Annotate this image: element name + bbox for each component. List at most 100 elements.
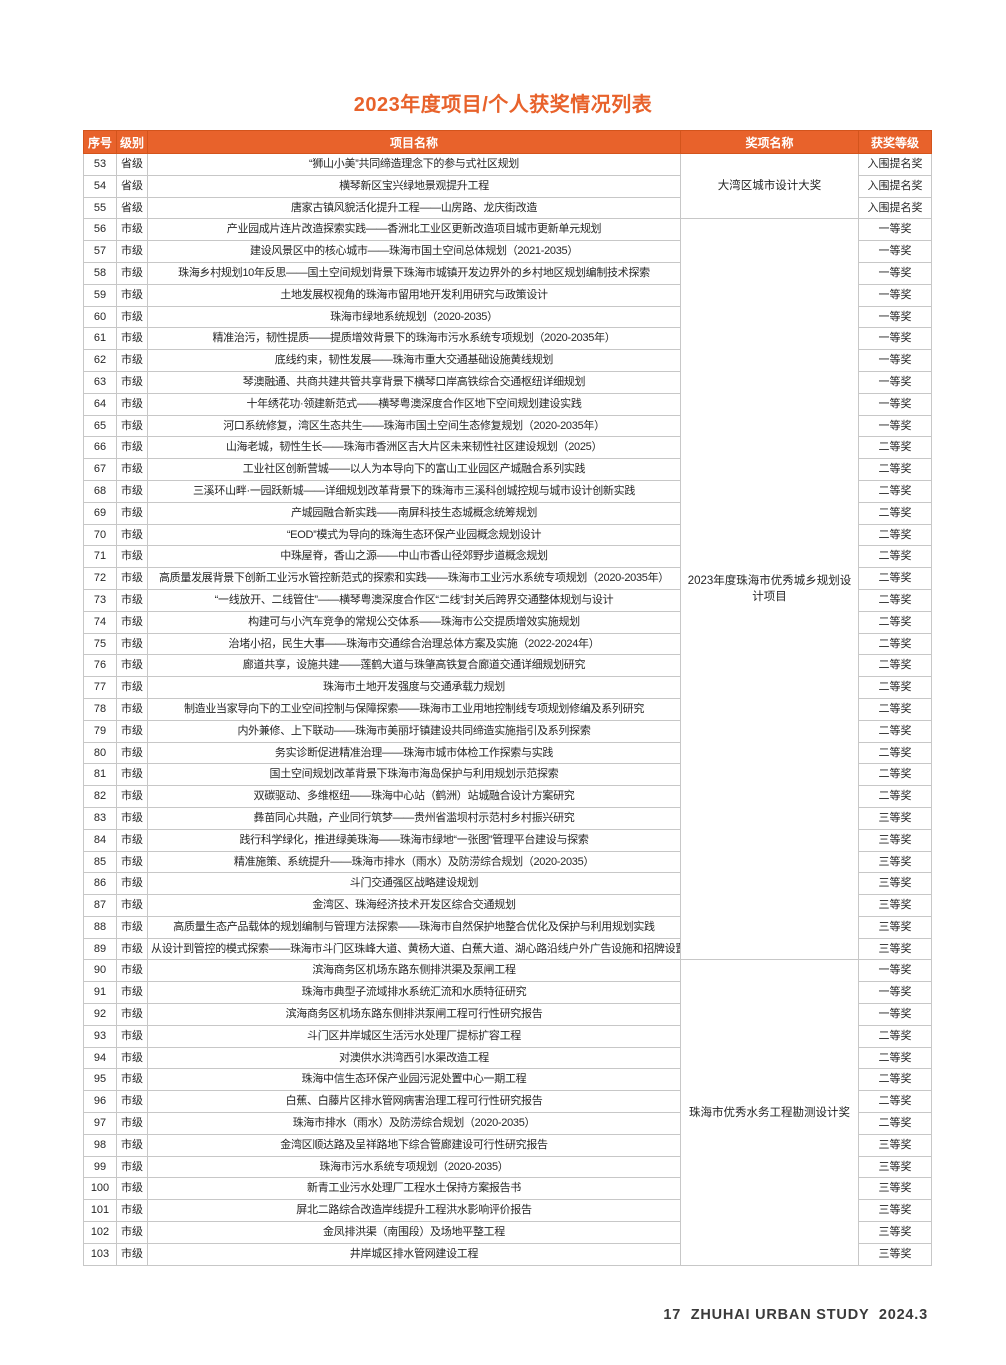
table-row: 83 市级 彝苗同心共融，产业同行筑梦——贵州省滥坝村示范村乡村振兴研究 三等奖 [83, 806, 932, 830]
level-cell: 市级 [116, 1155, 148, 1179]
level-cell: 市级 [116, 1024, 148, 1048]
level-cell: 市级 [116, 719, 148, 743]
grade-cell: 二等奖 [858, 479, 932, 503]
row-number-cell: 78 [83, 697, 117, 721]
row-number-cell: 79 [83, 719, 117, 743]
grade-cell: 三等奖 [858, 937, 932, 961]
level-cell: 市级 [116, 305, 148, 329]
grade-cell: 一等奖 [858, 981, 932, 1005]
row-number-cell: 73 [83, 588, 117, 612]
grade-cell: 二等奖 [858, 763, 932, 787]
row-number-cell: 65 [83, 414, 117, 438]
level-cell: 市级 [116, 676, 148, 699]
level-cell: 市级 [116, 1177, 148, 1201]
project-name-cell: 斗门交通强区战略建设规划 [147, 872, 681, 896]
project-name-cell: 屏北二路综合改造岸线提升工程洪水影响评价报告 [147, 1199, 681, 1223]
project-name-cell: 产业园成片连片改造探索实践——香洲北工业区更新改造项目城市更新单元规划 [147, 218, 681, 242]
grade-cell: 二等奖 [858, 567, 932, 590]
project-name-cell: 对澳供水洪湾西引水渠改造工程 [147, 1046, 681, 1070]
project-name-cell: 珠海市典型子流域排水系统汇流和水质特征研究 [147, 981, 681, 1005]
table-row: 84 市级 践行科学绿化，推进绿美珠海——珠海市绿地“一张图”管理平台建设与探索 三等… [83, 828, 932, 852]
grade-cell: 一等奖 [858, 327, 932, 351]
level-cell: 市级 [116, 1221, 148, 1244]
project-name-cell: 珠海市污水系统专项规划（2020-2035） [147, 1155, 681, 1179]
level-cell: 市级 [116, 654, 148, 678]
grade-cell: 二等奖 [858, 697, 932, 721]
row-number-cell: 92 [83, 1003, 117, 1026]
row-number-cell: 89 [83, 937, 117, 961]
project-name-cell: “一线放开、二线管住”——横琴粤澳深度合作区“二线”封关后跨界交通整体规划与设计 [147, 588, 681, 612]
project-name-cell: 工业社区创新营城——以人为本导向下的富山工业园区产城融合系列实践 [147, 458, 681, 481]
row-number-cell: 95 [83, 1068, 117, 1092]
level-cell: 市级 [116, 763, 148, 787]
grade-cell: 二等奖 [858, 741, 932, 765]
table-row: 61 市级 精准治污，韧性提质——提质增效背景下的珠海市污水系统专项规划（2020-… [83, 327, 932, 351]
grade-cell: 三等奖 [858, 806, 932, 830]
table-row: 87 市级 金湾区、珠海经济技术开发区综合交通规划 三等奖 [83, 894, 932, 917]
grade-cell: 三等奖 [858, 1199, 932, 1223]
project-name-cell: 唐家古镇风貌活化提升工程——山房路、龙庆街改造 [147, 196, 681, 220]
row-number-cell: 75 [83, 632, 117, 656]
table-row: 67 市级 工业社区创新营城——以人为本导向下的富山工业园区产城融合系列实践 二等奖 [83, 458, 932, 481]
project-name-cell: 斗门区井岸城区生活污水处理厂提标扩容工程 [147, 1024, 681, 1048]
table-row: 89 市级 从设计到管控的模式探索——珠海市斗门区珠峰大道、黄杨大道、白蕉大道、湖心… [83, 937, 932, 961]
row-number-cell: 71 [83, 545, 117, 569]
level-cell: 市级 [116, 283, 148, 307]
grade-cell: 入围提名奖 [858, 196, 932, 220]
table-row: 91 市级 珠海市典型子流域排水系统汇流和水质特征研究 一等奖 [83, 981, 932, 1005]
grade-cell: 三等奖 [858, 915, 932, 939]
row-number-cell: 96 [83, 1090, 117, 1114]
project-name-cell: 建设风景区中的核心城市——珠海市国土空间总体规划（2021-2035） [147, 240, 681, 263]
row-number-cell: 82 [83, 785, 117, 808]
table-row: 71 市级 中珠屋脊，香山之源——中山市香山径郊野步道概念规划 二等奖 [83, 545, 932, 569]
level-cell: 市级 [116, 785, 148, 808]
table-row: 69 市级 产城园融合新实践——南屏科技生态城概念统筹规划 二等奖 [83, 501, 932, 525]
project-name-cell: 金凤排洪渠（南围段）及场地平整工程 [147, 1221, 681, 1244]
grade-cell: 三等奖 [858, 1133, 932, 1157]
row-number-cell: 100 [83, 1177, 117, 1201]
row-number-cell: 80 [83, 741, 117, 765]
level-cell: 市级 [116, 1090, 148, 1114]
project-name-cell: 滨海商务区机场东路东侧排洪渠及泵闸工程 [147, 959, 681, 983]
table-row: 63 市级 琴澳融通、共商共建共管共享背景下横琴口岸高铁综合交通枢纽详细规划 一等奖 [83, 370, 932, 394]
row-number-cell: 93 [83, 1024, 117, 1048]
grade-cell: 一等奖 [858, 959, 932, 983]
grade-cell: 三等奖 [858, 872, 932, 896]
grade-cell: 一等奖 [858, 240, 932, 263]
level-cell: 市级 [116, 632, 148, 656]
grade-cell: 二等奖 [858, 501, 932, 525]
grade-cell: 一等奖 [858, 370, 932, 394]
table-row: 72 市级 高质量发展背景下创新工业污水管控新范式的探索和实践——珠海市工业污水系统… [83, 567, 932, 590]
grade-cell: 一等奖 [858, 261, 932, 285]
row-number-cell: 63 [83, 370, 117, 394]
level-cell: 市级 [116, 1133, 148, 1157]
project-name-cell: 珠海中信生态环保产业园污泥处置中心一期工程 [147, 1068, 681, 1092]
row-number-cell: 70 [83, 523, 117, 547]
level-cell: 市级 [116, 479, 148, 503]
level-cell: 市级 [116, 1068, 148, 1092]
table-row: 92 市级 滨海商务区机场东路东侧排洪泵闸工程可行性研究报告 一等奖 [83, 1003, 932, 1026]
row-number-cell: 86 [83, 872, 117, 896]
row-number-cell: 91 [83, 981, 117, 1005]
table-row: 99 市级 珠海市污水系统专项规划（2020-2035） 三等奖 [83, 1155, 932, 1179]
table-row: 93 市级 斗门区井岸城区生活污水处理厂提标扩容工程 二等奖 [83, 1024, 932, 1048]
level-cell: 省级 [116, 196, 148, 220]
level-cell: 市级 [116, 1242, 148, 1266]
grade-cell: 三等奖 [858, 1155, 932, 1179]
table-row: 57 市级 建设风景区中的核心城市——珠海市国土空间总体规划（2021-2035） 一… [83, 240, 932, 263]
table-row: 54 省级 横琴新区宝兴绿地景观提升工程 入围提名奖 [83, 174, 932, 198]
table-row: 97 市级 珠海市排水（雨水）及防涝综合规划（2020-2035） 二等奖 [83, 1112, 932, 1135]
project-name-cell: 十年绣花功·领建新范式——横琴粤澳深度合作区地下空间规划建设实践 [147, 392, 681, 416]
project-name-cell: 白蕉、白藤片区排水管网病害治理工程可行性研究报告 [147, 1090, 681, 1114]
level-cell: 市级 [116, 1003, 148, 1026]
column-header: 获奖等级 [858, 130, 932, 154]
table-row: 80 市级 务实诊断促进精准治理——珠海市城市体检工作探索与实践 二等奖 [83, 741, 932, 765]
grade-cell: 二等奖 [858, 1090, 932, 1114]
project-name-cell: 横琴新区宝兴绿地景观提升工程 [147, 174, 681, 198]
column-header: 奖项名称 [680, 130, 859, 154]
level-cell: 市级 [116, 545, 148, 569]
project-name-cell: “狮山小美”共同缔造理念下的参与式社区规划 [147, 153, 681, 176]
page-title: 2023年度项目/个人获奖情况列表 [353, 94, 653, 116]
level-cell: 市级 [116, 261, 148, 285]
grade-cell: 一等奖 [858, 283, 932, 307]
